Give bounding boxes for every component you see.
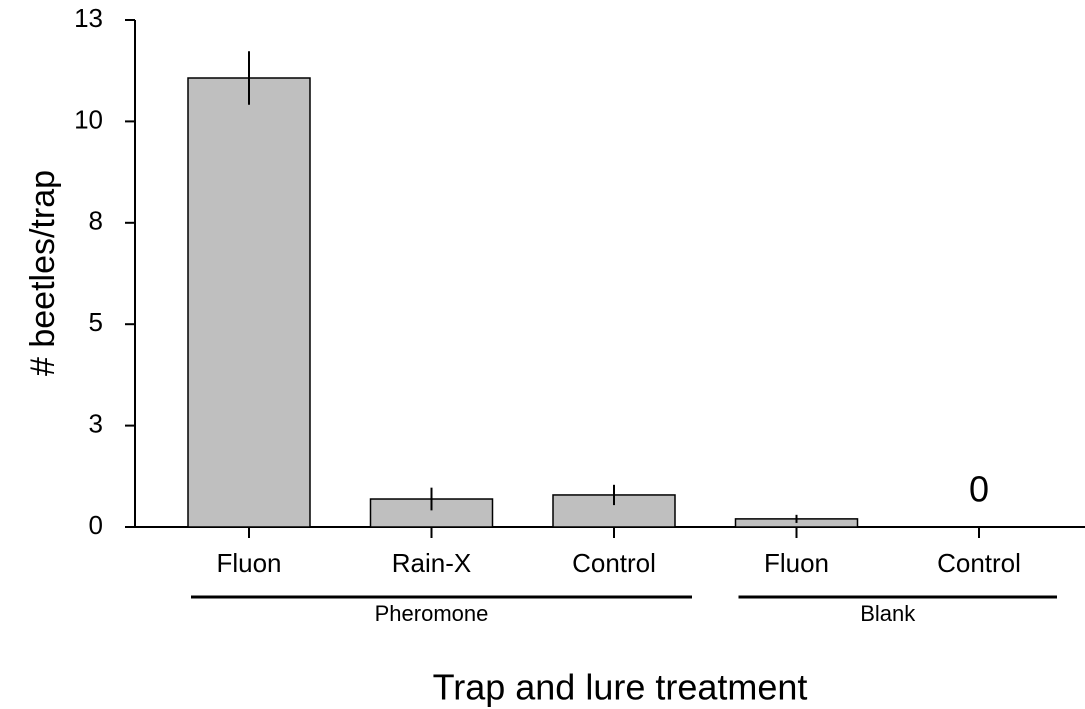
x-axis-label: Trap and lure treatment [433, 667, 808, 708]
value-label: 0 [969, 469, 989, 510]
x-tick-label: Rain-X [392, 548, 471, 578]
y-tick-label: 8 [89, 206, 103, 236]
x-tick-label: Control [572, 548, 656, 578]
x-tick-label: Fluon [216, 548, 281, 578]
x-tick-label: Fluon [764, 548, 829, 578]
y-tick-label: 3 [89, 408, 103, 438]
y-tick-label: 13 [74, 3, 103, 33]
group-label: Blank [860, 601, 916, 626]
x-tick-label: Control [937, 548, 1021, 578]
y-axis-label: # beetles/trap [24, 170, 62, 376]
y-tick-label: 5 [89, 307, 103, 337]
group-label: Pheromone [375, 601, 489, 626]
bar [187, 77, 311, 528]
y-tick-label: 10 [74, 104, 103, 134]
bar [552, 494, 676, 528]
y-tick-label: 0 [89, 510, 103, 540]
